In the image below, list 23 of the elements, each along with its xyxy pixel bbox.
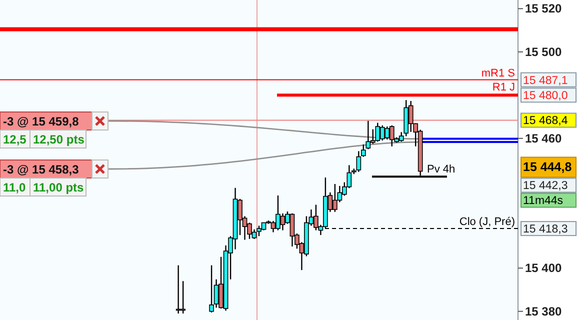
ref-line-label: mR1 S	[481, 67, 515, 80]
y-tick-label: 15 400	[525, 261, 562, 276]
text: 15 418,3	[523, 224, 568, 236]
text: 15 480,0	[523, 90, 568, 102]
y-tick-label: 15 520	[525, 2, 562, 16]
text: 11m44s	[523, 195, 564, 208]
annotation: -3 @ 15 458,3	[3, 162, 80, 176]
annotation: -3 @ 15 459,8	[3, 114, 80, 128]
annotation: 11,00 pts	[33, 180, 84, 194]
text: 15 468,4	[523, 115, 568, 128]
text: 15 487,1	[523, 74, 568, 87]
ref-line-label: Pv 4h	[427, 164, 456, 176]
y-tick-label: 15 500	[525, 44, 562, 59]
y-tick-label: 15 460	[525, 131, 562, 146]
annotation: 11,0	[3, 180, 26, 194]
ref-line-label: Clo (J, Pré)	[459, 216, 515, 228]
annotation: 12,50 pts	[33, 132, 85, 146]
ref-line-label: R1 J	[492, 82, 515, 94]
text: 15 442,3	[523, 180, 568, 192]
y-tick-label: 15 380	[525, 304, 562, 318]
text: 15 444,8	[523, 160, 572, 174]
candlestick	[209, 264, 214, 314]
annotation: 12,5	[3, 132, 27, 146]
